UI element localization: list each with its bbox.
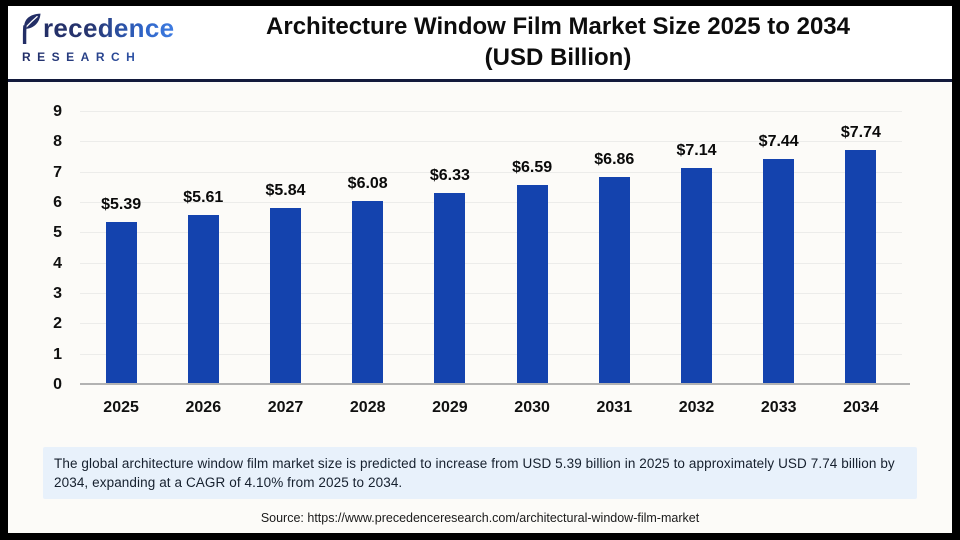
brand-subtitle: RESEARCH (22, 50, 190, 64)
bar-value-label-2026: $5.61 (183, 188, 224, 206)
y-tick-label-4: 4 (53, 254, 62, 272)
plot-area: $5.39 2025 $5.61 2026 $5.84 2027 $6.08 2028 $6.3… (80, 111, 911, 416)
bar-value-label-2034: $7.74 (840, 124, 881, 142)
chart-title-line2: (USD Billion) (484, 44, 632, 71)
chart-title-line1: Architecture Window Film Market Size 202… (266, 13, 850, 40)
x-tick-label-2029: 2029 (432, 399, 468, 416)
gridline-y7 (80, 171, 902, 173)
bar-value-label-2027: $5.84 (265, 181, 306, 199)
source-line: Source: https://www.precedenceresearch.c… (260, 511, 700, 525)
y-tick-label-3: 3 (53, 285, 62, 302)
gridline-y2 (80, 323, 902, 325)
chart-title: Architecture Window Film Market Size 202… (188, 11, 928, 73)
x-axis-line (80, 383, 911, 385)
brand-logo: recedence RESEARCH (20, 13, 190, 64)
bar-2029 (434, 193, 466, 383)
bar-value-label-2031: $6.86 (594, 150, 635, 168)
y-tick-label-6: 6 (53, 194, 62, 211)
leaf-p-icon (20, 13, 42, 50)
y-tick-label-2: 2 (53, 315, 62, 333)
bar-2034 (845, 150, 877, 383)
x-tick-label-2034: 2034 (843, 399, 879, 416)
x-tick-label-2028: 2028 (349, 399, 386, 416)
bar-2026 (187, 214, 219, 383)
y-tick-label-9: 9 (53, 103, 62, 120)
gridline-y3 (80, 293, 902, 294)
bar-2030 (516, 185, 548, 383)
x-tick-label-2033: 2033 (760, 399, 797, 416)
bar-value-label-2028: $6.08 (347, 174, 388, 192)
summary-note: The global architecture window film mark… (43, 447, 917, 499)
gridline-y9 (80, 111, 902, 112)
bar-2033 (763, 159, 795, 383)
x-tick-label-2030: 2030 (514, 399, 550, 416)
brand-logo-row: recedence (20, 13, 190, 50)
x-tick-label-2025: 2025 (103, 399, 139, 416)
bar-2027 (270, 207, 301, 383)
y-tick-label-7: 7 (53, 163, 62, 181)
bar-2031 (598, 176, 630, 383)
bar-2025 (105, 221, 137, 383)
gridline-y5 (80, 232, 902, 234)
brand-name: recedence (43, 13, 175, 43)
gridline-y1 (80, 353, 902, 355)
bar-2028 (352, 200, 384, 383)
bar-2032 (681, 168, 712, 383)
bar-value-label-2033: $7.44 (758, 133, 799, 151)
bar-value-label-2029: $6.33 (429, 167, 470, 184)
bar-value-label-2030: $6.59 (512, 159, 553, 177)
y-tick-label-1: 1 (53, 345, 62, 363)
gridline-y4 (80, 262, 902, 264)
chart-canvas: recedence RESEARCH Architecture Window F… (8, 6, 952, 533)
x-tick-label-2031: 2031 (596, 399, 633, 416)
bar-value-label-2032: $7.14 (676, 142, 717, 160)
header: recedence RESEARCH Architecture Window F… (8, 6, 952, 82)
gridline-y8 (80, 141, 902, 143)
x-tick-label-2032: 2032 (678, 399, 715, 416)
x-tick-label-2027: 2027 (267, 399, 304, 416)
gridline-y6 (80, 202, 902, 203)
bar-value-label-2025: $5.39 (101, 195, 142, 213)
y-tick-label-0: 0 (53, 376, 62, 393)
y-tick-label-5: 5 (53, 224, 62, 242)
x-tick-label-2026: 2026 (185, 399, 222, 416)
y-tick-label-8: 8 (53, 133, 62, 151)
